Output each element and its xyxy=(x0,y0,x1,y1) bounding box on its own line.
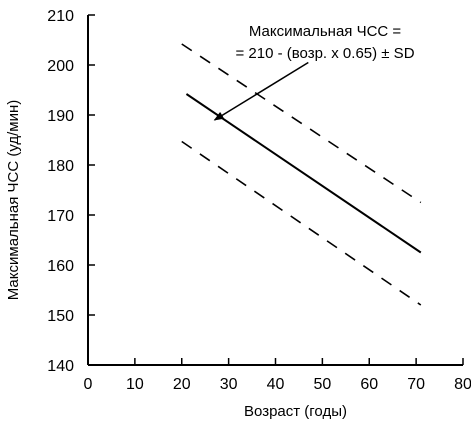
y-tick-label: 200 xyxy=(47,58,74,75)
annotation-line-2: = 210 - (возр. x 0.65) ± SD xyxy=(235,45,414,62)
series-lines xyxy=(181,43,422,306)
x-tick-label: 0 xyxy=(84,376,93,393)
x-tick-label: 30 xyxy=(220,376,238,393)
sd-bound-line-1 xyxy=(181,43,422,204)
y-tick-label: 140 xyxy=(47,358,74,375)
x-tick-label: 80 xyxy=(454,376,471,393)
x-axis-ticks: 0 10 20 30 40 50 60 70 80 xyxy=(84,358,471,393)
sd-bound-line-2 xyxy=(181,140,422,306)
formula-annotation: Максимальная ЧСС = = 210 - (возр. x 0.65… xyxy=(213,23,415,121)
x-tick-label: 60 xyxy=(360,376,378,393)
x-tick-label: 40 xyxy=(267,376,285,393)
regression-line xyxy=(185,93,422,254)
y-tick-label: 210 xyxy=(47,8,74,25)
y-tick-label: 180 xyxy=(47,158,74,175)
x-tick-label: 70 xyxy=(407,376,425,393)
annotation-arrow xyxy=(213,61,309,121)
x-tick-label: 20 xyxy=(173,376,191,393)
axes xyxy=(87,15,463,366)
y-axis-ticks: 140 150 160 170 180 190 200 210 xyxy=(47,8,95,375)
annotation-line-1: Максимальная ЧСС = xyxy=(249,23,402,40)
y-tick-label: 170 xyxy=(47,208,74,225)
x-axis-label: Возраст (годы) xyxy=(244,403,347,420)
y-axis-label: Максимальная ЧСС (уд/мин) xyxy=(5,100,22,300)
x-tick-label: 50 xyxy=(313,376,331,393)
y-tick-label: 160 xyxy=(47,258,74,275)
y-tick-label: 190 xyxy=(47,108,74,125)
y-tick-label: 150 xyxy=(47,308,74,325)
x-tick-label: 10 xyxy=(126,376,144,393)
